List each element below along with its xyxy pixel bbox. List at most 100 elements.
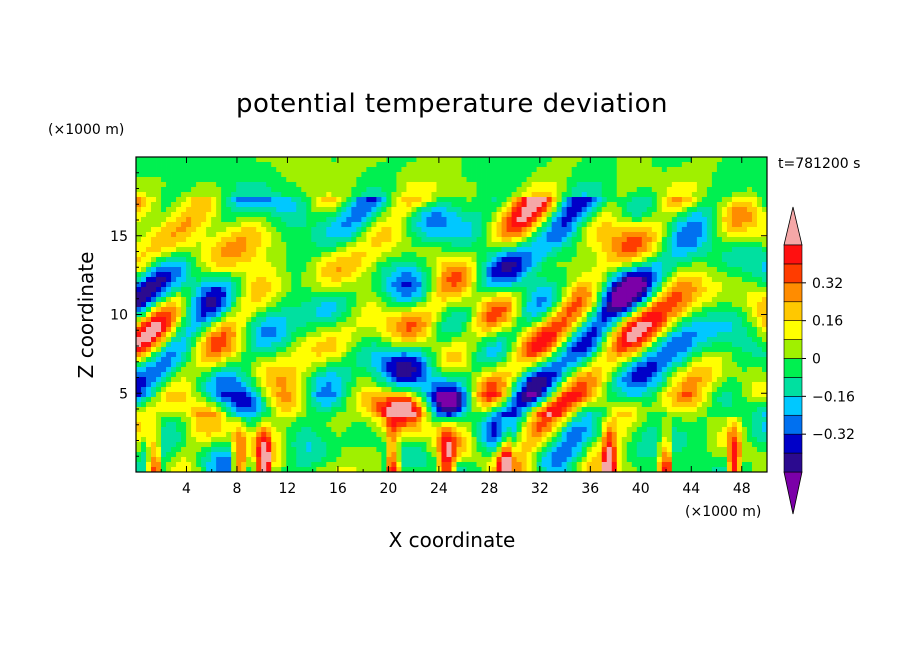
heatmap-cell <box>386 292 392 298</box>
heatmap-cell <box>496 187 502 193</box>
heatmap-cell <box>266 192 272 198</box>
heatmap-cell <box>276 337 282 343</box>
heatmap-cell <box>746 297 753 303</box>
heatmap-cell <box>161 317 167 323</box>
heatmap-cell <box>186 322 192 328</box>
heatmap-cell <box>146 207 152 213</box>
heatmap-cell <box>706 182 713 188</box>
heatmap-cell <box>216 157 222 163</box>
heatmap-cell <box>701 332 708 338</box>
heatmap-cell <box>366 317 372 323</box>
heatmap-cell <box>551 167 558 173</box>
heatmap-cell <box>516 292 523 298</box>
heatmap-cell <box>211 282 217 288</box>
heatmap-cell <box>266 207 272 213</box>
heatmap-cell <box>261 202 267 208</box>
heatmap-cell <box>321 327 327 333</box>
heatmap-cell <box>636 177 643 183</box>
heatmap-cell <box>366 157 372 163</box>
heatmap-cell <box>251 247 257 253</box>
heatmap-cell <box>666 197 673 203</box>
heatmap-cell <box>671 177 678 183</box>
heatmap-cell <box>251 312 257 318</box>
heatmap-cell <box>281 177 287 183</box>
heatmap-cell <box>601 252 608 258</box>
heatmap-cell <box>171 302 177 308</box>
heatmap-cell <box>216 292 222 298</box>
heatmap-cell <box>761 327 767 333</box>
heatmap-cell <box>571 162 578 168</box>
heatmap-cell <box>501 157 507 163</box>
heatmap-cell <box>541 327 548 333</box>
heatmap-cell <box>441 172 447 178</box>
heatmap-cell <box>751 287 758 293</box>
heatmap-cell <box>656 282 663 288</box>
heatmap-cell <box>656 167 663 173</box>
heatmap-cell <box>636 192 643 198</box>
heatmap-cell <box>351 292 357 298</box>
heatmap-cell <box>216 322 222 328</box>
heatmap-cell <box>686 307 693 313</box>
heatmap-cell <box>571 337 578 343</box>
heatmap-cell <box>231 217 237 223</box>
heatmap-cell <box>576 172 583 178</box>
heatmap-cell <box>311 237 317 243</box>
heatmap-cell <box>476 282 482 288</box>
heatmap-cell <box>681 277 688 283</box>
heatmap-cell <box>721 272 728 278</box>
heatmap-cell <box>721 192 728 198</box>
heatmap-cell <box>486 302 492 308</box>
heatmap-cell <box>451 262 457 268</box>
heatmap-cell <box>711 252 718 258</box>
heatmap-cell <box>726 192 733 198</box>
heatmap-cell <box>451 287 457 293</box>
heatmap-cell <box>266 287 272 293</box>
heatmap-cell <box>581 347 588 353</box>
heatmap-cell <box>521 227 528 233</box>
heatmap-cell <box>706 157 713 163</box>
heatmap-cell <box>361 247 367 253</box>
heatmap-cell <box>346 312 352 318</box>
heatmap-cell <box>656 162 663 168</box>
heatmap-cell <box>451 217 457 223</box>
heatmap-cell <box>221 177 227 183</box>
heatmap-cell <box>226 342 232 348</box>
heatmap-cell <box>371 172 377 178</box>
heatmap-cell <box>731 212 738 218</box>
heatmap-cell <box>551 307 558 313</box>
heatmap-cell <box>451 277 457 283</box>
heatmap-cell <box>746 257 753 263</box>
heatmap-cell <box>571 322 578 328</box>
heatmap-cell <box>396 187 402 193</box>
heatmap-cell <box>201 262 207 268</box>
heatmap-cell <box>236 227 242 233</box>
heatmap-cell <box>511 272 518 278</box>
heatmap-cell <box>371 192 377 198</box>
heatmap-cell <box>536 332 543 338</box>
heatmap-cell <box>596 282 603 288</box>
heatmap-cell <box>256 167 262 173</box>
heatmap-cell <box>186 262 192 268</box>
heatmap-cell <box>146 167 152 173</box>
heatmap-cell <box>326 327 332 333</box>
heatmap-cell <box>341 342 347 348</box>
heatmap-cell <box>306 347 312 353</box>
heatmap-cell <box>336 242 342 248</box>
heatmap-cell <box>336 197 342 203</box>
heatmap-cell <box>271 257 277 263</box>
heatmap-cell <box>591 327 598 333</box>
heatmap-cell <box>406 297 412 303</box>
heatmap-cell <box>261 242 267 248</box>
heatmap-cell <box>656 272 663 278</box>
heatmap-cell <box>606 317 613 323</box>
heatmap-cell <box>216 217 222 223</box>
heatmap-cell <box>651 312 658 318</box>
heatmap-cell <box>576 167 583 173</box>
heatmap-cell <box>391 242 397 248</box>
heatmap-cell <box>431 262 437 268</box>
heatmap-cell <box>296 172 302 178</box>
heatmap-cell <box>491 222 497 228</box>
heatmap-cell <box>171 247 177 253</box>
heatmap-cell <box>346 302 352 308</box>
heatmap-cell <box>741 312 748 318</box>
